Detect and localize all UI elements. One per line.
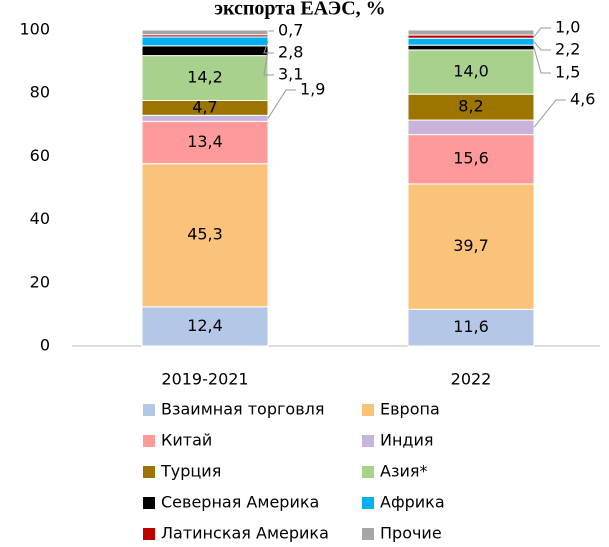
- legend-label: Турция: [160, 462, 221, 481]
- legend-swatch: [362, 404, 374, 416]
- legend-swatch: [143, 497, 155, 509]
- bar-segment: [141, 45, 269, 57]
- legend-label: Взаимная торговля: [161, 400, 324, 419]
- callout-line: [263, 41, 274, 54]
- data-label: 3,1: [278, 65, 303, 84]
- x-tick-label: 2019-2021: [161, 370, 248, 389]
- legend-swatch: [143, 466, 155, 478]
- bar-segment: [141, 29, 269, 36]
- y-tick-label: 40: [30, 209, 50, 228]
- legend-label: Латинская Америка: [161, 524, 329, 543]
- y-tick-label: 100: [19, 20, 50, 39]
- y-tick-label: 0: [40, 336, 50, 355]
- callout-line: [533, 27, 551, 37]
- data-label: 11,6: [453, 317, 489, 336]
- data-label: 4,6: [570, 90, 595, 109]
- data-label: 12,4: [187, 316, 223, 335]
- legend-label: Азия*: [380, 462, 427, 481]
- legend-label: Европа: [380, 400, 440, 419]
- data-label: 4,7: [192, 97, 217, 116]
- bar-segment: [407, 29, 535, 36]
- data-label: 8,2: [458, 97, 483, 116]
- legend-swatch: [143, 528, 155, 540]
- bar-segment: [407, 37, 535, 46]
- bar-segment: [141, 36, 269, 47]
- legend-swatch: [362, 528, 374, 540]
- data-label: 2,2: [555, 40, 580, 59]
- bar-segment: [407, 308, 535, 347]
- data-label: 45,3: [187, 225, 223, 244]
- legend-swatch: [362, 497, 374, 509]
- data-label: 0,7: [278, 21, 303, 40]
- bar-segment: [407, 44, 535, 51]
- callout-line: [533, 47, 551, 74]
- data-label: 1,0: [555, 18, 580, 37]
- data-label: 14,2: [187, 68, 223, 87]
- y-tick-label: 60: [30, 146, 50, 165]
- data-label: 1,5: [555, 63, 580, 82]
- legend-label: Прочие: [380, 524, 442, 543]
- y-tick-label: 80: [30, 83, 50, 102]
- legend-swatch: [143, 404, 155, 416]
- data-label: 13,4: [187, 132, 223, 151]
- legend-label: Северная Америка: [161, 493, 319, 512]
- legend-label: Индия: [380, 431, 434, 450]
- legend-label: Китай: [161, 431, 212, 450]
- x-tick-label: 2022: [451, 370, 492, 389]
- data-label: 2,8: [278, 43, 303, 62]
- bar-segment: [407, 93, 535, 121]
- legend-swatch: [362, 435, 374, 447]
- callout-line: [533, 99, 566, 128]
- chart-title: экспорта ЕАЭС, %: [214, 0, 385, 20]
- data-label: 1,9: [300, 80, 325, 99]
- y-tick-label: 20: [30, 272, 50, 291]
- data-label: 39,7: [453, 236, 489, 255]
- bar-segment: [407, 134, 535, 185]
- legend-swatch: [362, 466, 374, 478]
- callout-line: [533, 41, 551, 51]
- data-label: 15,6: [453, 149, 489, 168]
- bar-segment: [407, 119, 535, 136]
- bar-segment: [407, 183, 535, 310]
- legend-swatch: [143, 435, 155, 447]
- data-label: 14,0: [453, 62, 489, 81]
- bar-segment: [141, 163, 269, 308]
- bar-segment: [141, 306, 269, 347]
- callout-line: [263, 50, 274, 76]
- legend-label: Африка: [380, 493, 445, 512]
- bar-segment: [141, 55, 269, 101]
- callout-line: [267, 89, 296, 119]
